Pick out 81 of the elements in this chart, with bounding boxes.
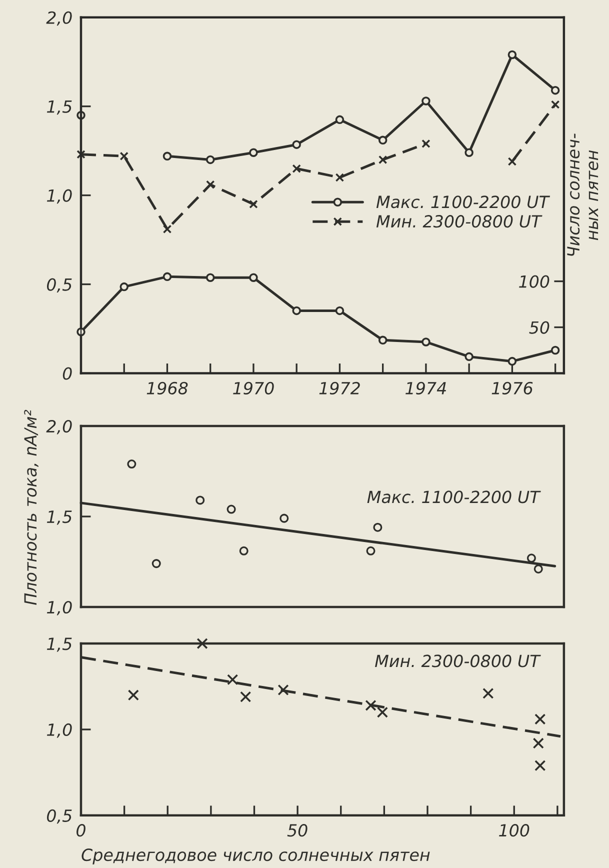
point — [196, 496, 205, 505]
y-tick-label: 1,5 — [46, 638, 72, 652]
point — [162, 152, 172, 161]
point — [206, 180, 215, 189]
y-tick-label: 1,5 — [46, 510, 72, 525]
point — [249, 148, 258, 157]
legend-label: Макс. 1100-2200 UT — [376, 196, 550, 208]
point — [508, 50, 517, 60]
x-tick-label: 1976 — [492, 382, 533, 394]
point — [532, 738, 544, 749]
point — [120, 152, 128, 161]
y2-tick-label: 50 — [529, 321, 550, 334]
point — [482, 688, 494, 699]
point — [534, 564, 543, 574]
point — [292, 140, 301, 149]
point — [335, 306, 344, 316]
x-tick-label: 1972 — [319, 382, 360, 394]
y2-tick-label: 100 — [519, 275, 550, 288]
point — [526, 554, 536, 563]
point — [378, 336, 388, 345]
point — [508, 157, 517, 166]
y-tick-label: 1,0 — [46, 600, 72, 616]
point — [292, 306, 301, 316]
point — [249, 200, 258, 209]
point — [378, 136, 388, 145]
point — [226, 504, 236, 514]
point — [206, 273, 215, 282]
y-tick-label: 0,5 — [46, 809, 72, 824]
point — [206, 155, 215, 164]
point — [376, 706, 388, 718]
point — [120, 282, 128, 292]
point — [508, 356, 517, 366]
x-tick-label: 1970 — [233, 382, 274, 394]
point — [280, 514, 289, 523]
point — [162, 272, 172, 282]
point — [335, 115, 344, 124]
x-tick-label: 1968 — [146, 382, 188, 394]
point — [128, 690, 139, 701]
point — [422, 338, 430, 346]
annotation: Мин. 2300-0800 UT — [375, 654, 541, 668]
point — [422, 139, 430, 148]
y2-axis-title: Число солнеч- ных пятен — [567, 134, 598, 256]
point — [464, 148, 474, 157]
point — [422, 96, 430, 106]
point — [76, 150, 86, 159]
point — [534, 760, 546, 772]
point — [464, 352, 474, 362]
point — [550, 346, 560, 355]
point — [240, 691, 252, 702]
x-tick-label: 1974 — [406, 382, 446, 394]
point — [373, 522, 382, 532]
x-tick-label: 0 — [76, 824, 86, 837]
point — [152, 559, 161, 568]
point — [378, 155, 388, 164]
y-tick-label: 1,0 — [46, 723, 72, 738]
point — [249, 273, 258, 282]
point — [550, 100, 560, 109]
point — [534, 714, 546, 725]
point — [365, 700, 376, 711]
point — [292, 164, 301, 173]
legend-label: Мин. 2300-0800 UT — [376, 215, 542, 228]
point — [278, 684, 289, 696]
point — [366, 546, 376, 556]
y-tick-label: 2,0 — [46, 420, 72, 434]
y-tick-label: 2,0 — [46, 11, 72, 26]
x-tick-label: 50 — [287, 824, 308, 837]
point — [127, 460, 136, 469]
point — [335, 173, 344, 182]
y-tick-label: 1,0 — [46, 189, 72, 204]
y-tick-label: 1,5 — [46, 100, 72, 115]
point — [162, 224, 172, 234]
y-tick-label: 0,5 — [46, 278, 72, 293]
x-tick-label: 100 — [499, 824, 530, 837]
y-axis-title: Плотность тока, nA/м² — [24, 410, 38, 605]
point — [550, 86, 560, 95]
y-tick-label: 0 — [62, 367, 72, 380]
point — [239, 546, 248, 556]
x-axis-title: Среднегодовое число солнечных пятен — [82, 848, 430, 864]
point — [227, 674, 238, 686]
annotation: Макс. 1100-2200 UT — [367, 490, 541, 504]
point — [196, 638, 208, 650]
